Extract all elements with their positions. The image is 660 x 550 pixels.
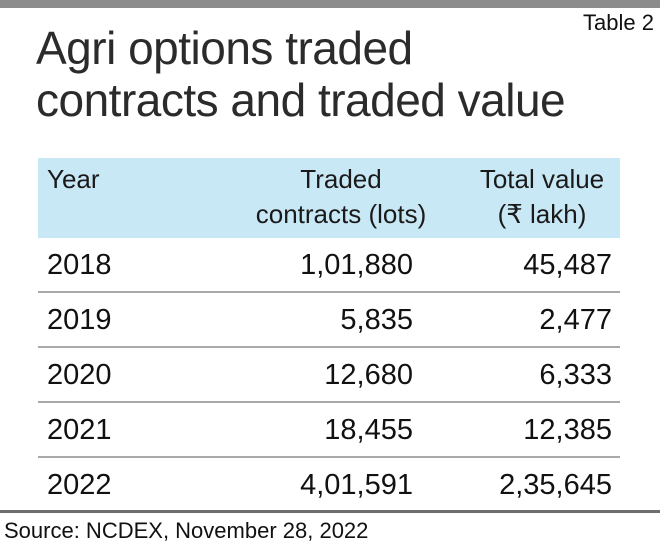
cell-year: 2020 [47,359,112,391]
table-number-label: Table 2 [583,10,654,35]
cell-contracts: 1,01,880 [300,249,413,281]
table-row: 2018 1,01,880 45,487 [38,238,620,293]
cell-contracts: 5,835 [340,304,413,336]
cell-contracts: 4,01,591 [300,469,413,501]
cell-year: 2022 [47,469,112,501]
data-table: Year Traded contracts (lots) Total value… [38,158,620,511]
header-year-label: Year [47,164,100,194]
table-row: 2021 18,455 12,385 [38,403,620,458]
cell-value: 6,333 [539,359,612,391]
cell-value: 2,35,645 [499,469,612,501]
cell-value: 12,385 [523,414,612,446]
header-traded-contracts: Traded contracts (lots) [246,162,436,232]
footer-divider [0,510,660,513]
page-title: Agri options traded contracts and traded… [36,22,646,126]
table-row: 2022 4,01,591 2,35,645 [38,458,620,511]
header-value-line-1: Total value [479,164,605,194]
top-bar [0,0,660,8]
cell-year: 2021 [47,414,112,446]
cell-value: 45,487 [523,249,612,281]
cell-contracts: 12,680 [324,359,413,391]
header-contracts-line-1: Traded [300,164,382,194]
cell-value: 2,477 [539,304,612,336]
header-total-value: Total value (₹ lakh) [472,162,612,232]
header-value-line-2: (₹ lakh) [497,199,587,229]
table-row: 2019 5,835 2,477 [38,293,620,348]
cell-contracts: 18,455 [324,414,413,446]
header-year: Year [47,162,100,197]
table-header: Year Traded contracts (lots) Total value… [38,158,620,238]
cell-year: 2019 [47,304,112,336]
table-row: 2020 12,680 6,333 [38,348,620,403]
header-contracts-line-2: contracts (lots) [255,199,427,229]
title-line-2: contracts and traded value [36,74,566,126]
title-line-1: Agri options traded [36,22,413,74]
cell-year: 2018 [47,249,112,281]
source-note: Source: NCDEX, November 28, 2022 [4,518,369,543]
